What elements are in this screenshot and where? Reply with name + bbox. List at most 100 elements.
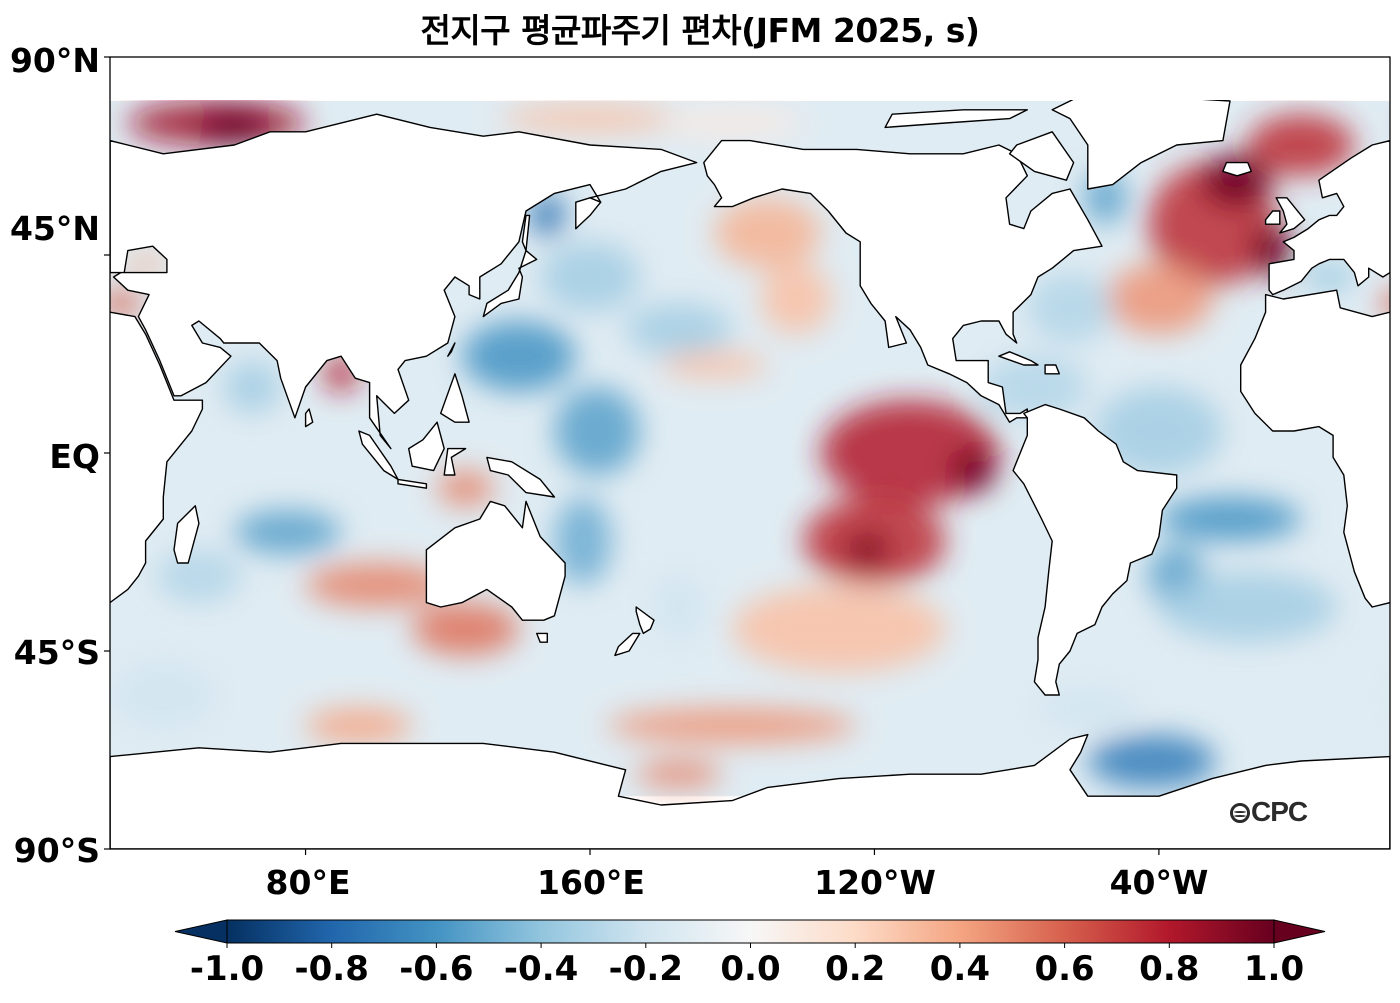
- colorbar-tick-label: -0.8: [294, 949, 369, 989]
- land-ireland: [1264, 210, 1281, 225]
- land-nz-north: [635, 606, 655, 635]
- land-uk: [1275, 197, 1306, 234]
- colorbar-tick-label: -0.2: [608, 949, 683, 989]
- land-cuba: [998, 351, 1039, 366]
- anomaly-cell: [1094, 387, 1223, 475]
- y-tick-label: 90°N: [9, 41, 100, 80]
- anomaly-cell: [650, 571, 708, 643]
- anomaly-cell: [732, 585, 946, 673]
- anomaly-cell: [1247, 114, 1355, 176]
- colorbar: [174, 919, 1326, 948]
- anomaly-cell: [305, 708, 413, 744]
- colorbar-tick-label: -1.0: [189, 949, 265, 989]
- anomaly-cell: [1027, 272, 1113, 343]
- colorbar-tick-label: 0.2: [825, 949, 886, 989]
- x-tick-label: 160°E: [537, 863, 645, 902]
- anomaly-cell: [0, 497, 21, 541]
- anomaly-cell: [554, 497, 612, 585]
- colorbar-tick-label: 0.8: [1139, 949, 1200, 989]
- land-arctic-isl: [884, 109, 1028, 129]
- anomaly-cell: [1379, 291, 1390, 315]
- anomaly-cell: [1201, 153, 1273, 207]
- x-tick-label: 120°W: [814, 863, 936, 902]
- colorbar-tick-label: 0.4: [929, 949, 991, 989]
- land-sulawesi: [443, 447, 467, 476]
- x-tick-label: 40°W: [1109, 863, 1209, 902]
- anomaly-cell: [1087, 734, 1216, 788]
- ocpc-logo: CPC: [1230, 796, 1308, 828]
- anomaly-cell: [110, 659, 217, 731]
- anomaly-cell: [110, 290, 142, 317]
- anomaly-cell: [124, 254, 167, 273]
- chart-title: 전지구 평균파주기 편차(JFM 2025, s): [420, 11, 980, 50]
- colorbar-extend-min: [174, 919, 228, 944]
- colorbar-tick-label: -0.4: [503, 949, 579, 989]
- colorbar-tick-label: 1.0: [1243, 949, 1305, 989]
- x-tick-label: 80°E: [265, 863, 351, 902]
- anomaly-cell: [1304, 263, 1355, 291]
- y-tick-label: 45°S: [13, 633, 100, 672]
- anomaly-cell: [636, 761, 722, 788]
- land-masses: [110, 91, 1390, 849]
- anomaly-cell: [981, 356, 1088, 418]
- anomaly-cell: [1105, 263, 1213, 335]
- anomaly-cell: [223, 360, 281, 414]
- land-new-guinea: [486, 456, 556, 498]
- anomaly-cell: [437, 470, 494, 506]
- land-africa: [110, 311, 204, 604]
- anomaly-cell: [462, 321, 576, 392]
- anomaly-cell: [661, 109, 804, 137]
- anomaly-cell: [0, 572, 57, 642]
- colorbar-extend-max: [1273, 919, 1326, 944]
- land-greenland: [1051, 91, 1231, 190]
- land-eurasia: [110, 113, 698, 450]
- y-tick-label: 45°N: [9, 209, 100, 248]
- land-kamchatka-fix: [575, 197, 602, 230]
- land-sakhalin: [521, 214, 531, 252]
- land-hispaniola: [1044, 364, 1060, 375]
- land-iceland: [1222, 161, 1252, 177]
- anomaly-cell: [846, 532, 889, 568]
- anomaly-cell: [156, 549, 242, 603]
- land-eurasia: [1389, 139, 1390, 274]
- anomaly-cell: [1034, 686, 1142, 731]
- anomaly-cell: [501, 105, 679, 132]
- land-n-america: [703, 139, 1103, 423]
- land-africa: [1240, 289, 1390, 608]
- wave-icon: [1230, 803, 1250, 823]
- land-antarctica: [1389, 755, 1390, 849]
- anomaly-cell: [25, 264, 75, 290]
- colorbar-bar: [226, 919, 1275, 944]
- anomaly-cell: [1158, 571, 1337, 643]
- y-tick-label: 90°S: [13, 831, 100, 870]
- anomaly-cell: [1390, 660, 1400, 730]
- axis-ticks: [104, 56, 1160, 855]
- land-borneo: [408, 421, 445, 472]
- land-nz-south: [614, 632, 641, 657]
- logo-text: CPC: [1251, 796, 1308, 827]
- anomaly-cell: [625, 303, 733, 357]
- anomaly-cell: [952, 448, 996, 493]
- land-philippines: [440, 373, 470, 423]
- anomaly-cell: [529, 193, 566, 238]
- colorbar-tick-label: -0.6: [399, 949, 474, 989]
- colorbar-tick-label: 0.6: [1034, 949, 1095, 989]
- land-sri-lanka: [304, 408, 314, 428]
- anomaly-cell: [540, 241, 640, 313]
- land-java: [397, 478, 428, 489]
- land-australia: [425, 500, 566, 621]
- land-japan: [482, 249, 538, 318]
- land-taiwan: [447, 342, 456, 357]
- anomaly-cell: [305, 563, 448, 607]
- land-europe-w: [1268, 139, 1390, 296]
- anomaly-cell: [412, 602, 519, 656]
- colorbar-tick-label: 0.0: [720, 949, 781, 989]
- anomaly-cell: [198, 109, 270, 145]
- anomaly-cell: [554, 387, 640, 475]
- land-antarctica: [110, 733, 1390, 849]
- polar-mask-north: [110, 57, 1390, 100]
- anomaly-cell: [821, 400, 999, 506]
- land-s-america: [1012, 403, 1178, 696]
- land-madagascar: [173, 505, 200, 564]
